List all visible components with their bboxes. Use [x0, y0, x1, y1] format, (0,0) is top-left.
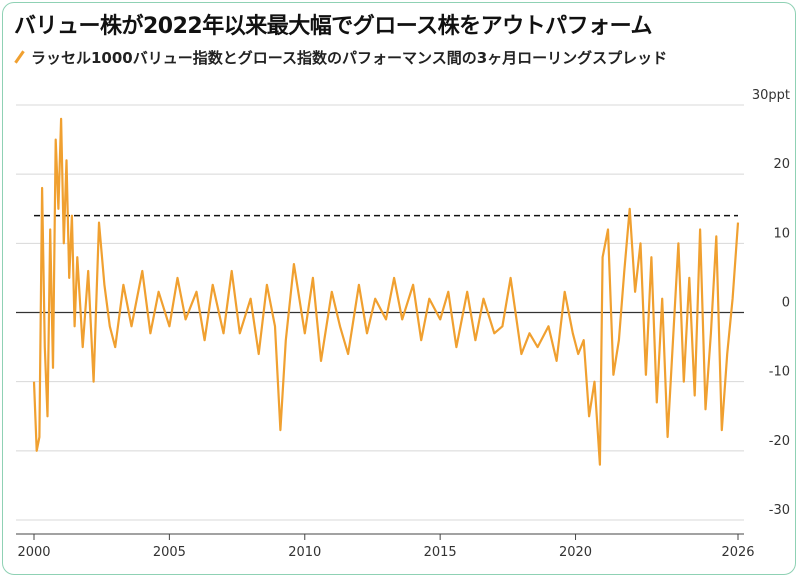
grid-lines — [16, 104, 744, 535]
y-tick-label-4: -10 — [769, 365, 790, 380]
x-tick-label-2: 2010 — [288, 545, 321, 560]
legend: ラッセル1000バリュー指数とグロース指数のパフォーマンス間の3ヶ月ローリングス… — [14, 48, 734, 69]
y-tick-label-3: 0 — [782, 296, 790, 311]
x-tick-label-1: 2005 — [153, 545, 186, 560]
series-line-0 — [32, 117, 740, 466]
legend-label: ラッセル1000バリュー指数とグロース指数のパフォーマンス間の3ヶ月ローリングス… — [31, 49, 668, 67]
series-layer — [32, 117, 740, 466]
x-tick-label-3: 2015 — [424, 545, 457, 560]
x-tick-label-4: 2020 — [559, 545, 592, 560]
x-tick-label-5: 2026 — [721, 545, 754, 560]
y-tick-label-5: -20 — [769, 434, 790, 449]
y-tick-label-2: 10 — [773, 226, 790, 241]
y-tick-label-1: 20 — [773, 157, 790, 172]
y-tick-label-0: 30ppt — [752, 88, 790, 103]
chart-title: バリュー株が2022年以来最大幅でグロース株をアウトパフォーム — [14, 14, 652, 39]
x-tick-label-0: 2000 — [17, 545, 50, 560]
y-tick-label-6: -30 — [769, 503, 790, 518]
